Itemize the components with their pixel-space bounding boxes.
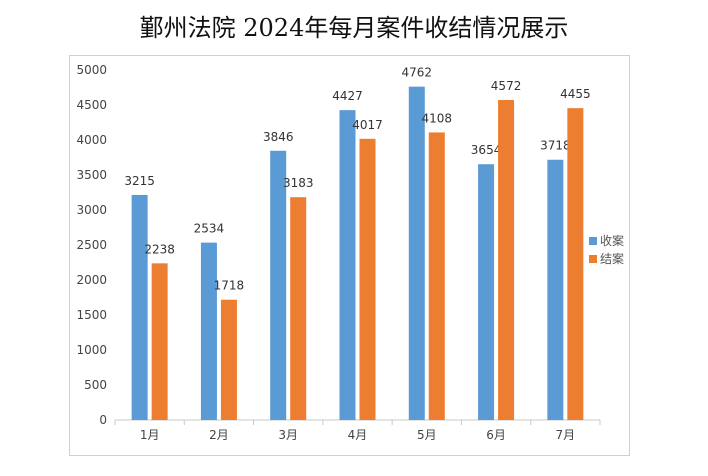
data-label: 1718 [214, 279, 245, 293]
bar-closed [359, 138, 376, 420]
x-tick-label: 2月 [209, 428, 229, 442]
legend-label: 结案 [600, 251, 624, 266]
data-label: 2534 [194, 222, 225, 236]
x-tick-label: 7月 [556, 428, 576, 442]
bar-received [408, 86, 425, 420]
y-tick-label: 1500 [76, 308, 107, 322]
y-tick-label: 5000 [76, 63, 107, 77]
y-tick-label: 1000 [76, 343, 107, 357]
legend-label: 收案 [600, 233, 624, 248]
y-tick-label: 3500 [76, 168, 107, 182]
data-label: 2238 [144, 242, 175, 256]
data-label: 4455 [560, 87, 591, 101]
y-tick-label: 3000 [76, 203, 107, 217]
bar-received [339, 110, 356, 421]
bar-received [547, 159, 564, 421]
data-label: 3718 [540, 139, 571, 153]
bar-closed [290, 197, 307, 420]
data-label: 3654 [471, 143, 502, 157]
data-label: 4108 [422, 111, 453, 125]
x-tick-label: 3月 [278, 428, 298, 442]
data-label: 3183 [283, 176, 314, 190]
bar-received [478, 164, 495, 420]
y-tick-label: 4000 [76, 133, 107, 147]
x-tick-label: 6月 [486, 428, 506, 442]
y-tick-label: 4500 [76, 98, 107, 112]
chart-title: 鄞州法院 2024年每月案件收结情况展示 [139, 14, 569, 42]
bar-received [270, 150, 287, 420]
x-tick-label: 1月 [140, 428, 160, 442]
y-tick-label: 2500 [76, 238, 107, 252]
data-label: 4572 [491, 79, 522, 93]
bar-closed [567, 108, 584, 421]
data-label: 4017 [352, 118, 383, 132]
bar-closed [498, 99, 515, 421]
chart-frame [69, 55, 630, 456]
data-label: 4427 [332, 89, 363, 103]
x-tick-label: 4月 [348, 428, 368, 442]
y-tick-label: 500 [84, 378, 107, 392]
bar-closed [151, 263, 168, 420]
bar-closed [428, 132, 445, 420]
x-tick-label: 5月 [417, 428, 437, 442]
bar-received [131, 194, 148, 420]
data-label: 4762 [402, 66, 433, 80]
data-label: 3846 [263, 130, 294, 144]
y-tick-label: 2000 [76, 273, 107, 287]
data-label: 3215 [124, 174, 155, 188]
legend-swatch [589, 237, 597, 245]
bar-closed [220, 299, 237, 420]
legend-swatch [589, 255, 597, 263]
bar-received [200, 242, 217, 420]
y-tick-label: 0 [99, 413, 107, 427]
